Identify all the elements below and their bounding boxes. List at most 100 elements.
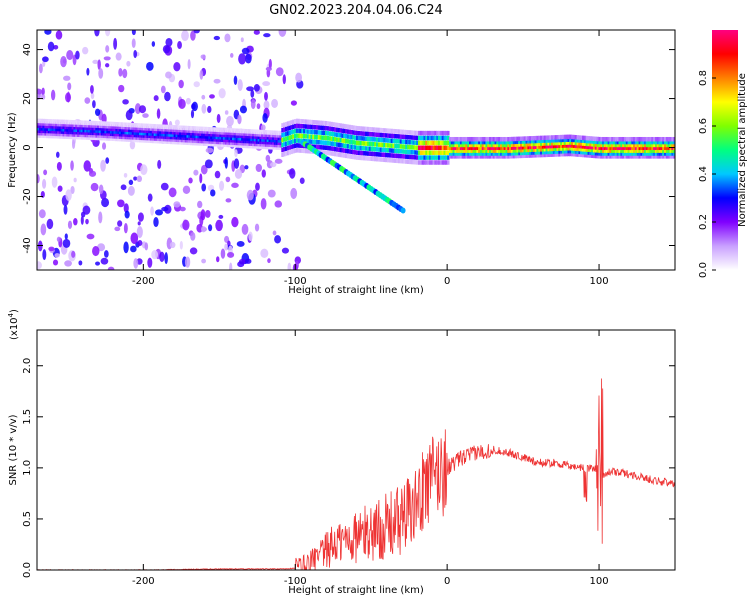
heatmap-cell [416, 160, 419, 165]
heatmap-cell [561, 143, 565, 148]
heatmap-cell [319, 130, 322, 135]
heatmap-cell [82, 46, 89, 55]
heatmap-cell [560, 149, 563, 154]
heatmap-cell [421, 145, 425, 151]
heatmap-cell [67, 124, 71, 130]
heatmap-cell [609, 154, 612, 159]
heatmap-cell [315, 144, 319, 150]
heatmap-cell [137, 132, 140, 138]
heatmap-cell [263, 134, 266, 140]
heatmap-cell [452, 151, 456, 156]
heatmap-cell [474, 145, 477, 151]
heatmap-cell [330, 121, 333, 127]
heatmap-cell [113, 124, 116, 129]
heatmap-cell [463, 139, 466, 145]
heatmap-cell [485, 151, 488, 156]
heatmap-cell [645, 154, 649, 159]
heatmap-cell [144, 242, 149, 251]
heatmap-cell [417, 130, 421, 136]
heatmap-cell [314, 129, 317, 135]
heatmap-cell [93, 128, 96, 133]
heatmap-cell [321, 130, 324, 136]
heatmap-cell [633, 154, 636, 159]
heatmap-cell [82, 127, 85, 133]
heatmap-cell [346, 148, 350, 154]
heatmap-cell [510, 151, 514, 156]
heatmap-cell [89, 120, 93, 126]
heatmap-cell [86, 233, 95, 240]
heatmap-cell [465, 151, 468, 156]
heatmap-cell [414, 135, 417, 141]
heatmap-cell [348, 134, 352, 140]
heatmap-cell [394, 138, 397, 144]
heatmap-cell [226, 130, 229, 135]
heatmap-cell [109, 136, 113, 141]
heatmap-cell [376, 147, 379, 152]
heatmap-cell [620, 136, 623, 142]
heatmap-cell [492, 142, 496, 148]
heatmap-cell [583, 135, 587, 141]
heatmap-cell [649, 139, 652, 145]
heatmap-cell [78, 132, 82, 138]
heatmap-cell [246, 129, 250, 134]
heatmap-cell [131, 38, 136, 49]
heatmap-cell [350, 125, 353, 130]
heatmap-cell [572, 146, 576, 151]
heatmap-cell [303, 133, 306, 139]
heatmap-cell [150, 126, 153, 131]
heatmap-cell [667, 136, 671, 142]
heatmap-cell [583, 141, 587, 146]
heatmap-cell [530, 138, 534, 144]
heatmap-cell [197, 138, 200, 144]
heatmap-cell [470, 154, 474, 159]
heatmap-cell [416, 140, 419, 146]
heatmap-cell [673, 136, 675, 142]
heatmap-cell [609, 136, 612, 142]
heatmap-cell [315, 120, 319, 125]
heatmap-cell [430, 150, 434, 155]
heatmap-cell [618, 151, 621, 156]
heatmap-cell [625, 154, 629, 159]
heatmap-cell [445, 155, 448, 160]
heatmap-cell [594, 150, 598, 156]
heatmap-cell [232, 128, 235, 133]
heatmap-cell [279, 130, 282, 136]
heatmap-cell [458, 142, 461, 148]
heatmap-cell [423, 155, 426, 160]
heatmap-cell [494, 154, 497, 159]
heatmap-cell [532, 150, 536, 155]
heatmap-cell [654, 142, 658, 148]
heatmap-cell [428, 160, 432, 165]
heatmap-cell [638, 148, 641, 153]
heatmap-cell [222, 127, 226, 133]
heatmap-cell [390, 143, 394, 148]
heatmap-cell [123, 223, 128, 234]
heatmap-cell [73, 122, 76, 128]
heatmap-cell [221, 127, 224, 133]
heatmap-cell [67, 132, 71, 137]
heatmap-cell [372, 132, 375, 137]
heatmap-cell [42, 128, 45, 134]
heatmap-cell [63, 75, 71, 81]
heatmap-cell [345, 148, 348, 154]
heatmap-cell [57, 185, 63, 192]
heatmap-cell [536, 135, 539, 141]
heatmap-cell [210, 127, 213, 132]
spectrogram-x-ticks: -200 -100 0 100 [132, 30, 609, 287]
heatmap-cell [146, 133, 149, 138]
heatmap-cell [576, 140, 579, 146]
heatmap-cell [472, 136, 476, 142]
heatmap-cell [111, 136, 115, 142]
heatmap-cell [292, 144, 295, 149]
heatmap-cell [231, 216, 239, 228]
heatmap-cell [483, 154, 486, 159]
heatmap-cell [62, 126, 65, 132]
heatmap-cell [173, 125, 177, 130]
heatmap-cell [414, 140, 417, 145]
heatmap-cell [297, 133, 301, 139]
heatmap-cell [211, 132, 215, 137]
heatmap-cell [334, 137, 337, 142]
heatmap-cell [144, 123, 147, 129]
heatmap-cell [156, 108, 161, 119]
heatmap-cell [55, 131, 58, 137]
